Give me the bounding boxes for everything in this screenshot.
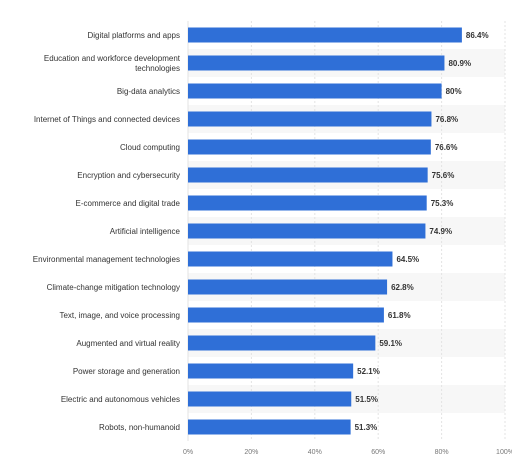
- category-label: Cloud computing: [120, 143, 180, 152]
- bar: [188, 251, 393, 267]
- x-tick-label: 40%: [308, 449, 322, 456]
- value-label: 52.1%: [357, 367, 380, 376]
- category-label-line: Augmented and virtual reality: [76, 339, 180, 348]
- category-label-line: Electric and autonomous vehicles: [61, 395, 180, 404]
- category-label: E-commerce and digital trade: [76, 199, 181, 208]
- value-label: 64.5%: [396, 255, 419, 264]
- bar: [188, 363, 354, 379]
- category-label: Text, image, and voice processing: [59, 311, 180, 320]
- category-label: Education and workforce development techn…: [44, 54, 181, 73]
- x-tick-label: 60%: [371, 449, 385, 456]
- value-label: 76.8%: [435, 115, 458, 124]
- value-label: 74.9%: [429, 227, 452, 236]
- x-tick-label: 100%: [496, 449, 512, 456]
- category-label-line: Education and workforce development: [44, 54, 181, 63]
- category-label: Environmental management technologies: [33, 255, 180, 264]
- bar: [188, 27, 462, 43]
- category-label: Big-data analytics: [117, 87, 180, 96]
- value-label: 80.9%: [448, 59, 471, 68]
- category-label-line: Cloud computing: [120, 143, 180, 152]
- value-label: 80%: [446, 87, 462, 96]
- x-tick-label: 80%: [435, 449, 449, 456]
- category-label-line: Big-data analytics: [117, 87, 180, 96]
- category-label: Internet of Things and connected devices: [34, 115, 180, 124]
- category-label-line: Digital platforms and apps: [88, 31, 181, 40]
- bar: [188, 391, 352, 407]
- category-label: Encryption and cybersecurity: [77, 171, 180, 180]
- value-label: 51.5%: [355, 395, 378, 404]
- category-label-line: Robots, non-humanoid: [99, 423, 180, 432]
- value-label: 75.6%: [432, 171, 455, 180]
- category-label: Electric and autonomous vehicles: [61, 395, 180, 404]
- bar: [188, 195, 427, 211]
- value-label: 51.3%: [355, 423, 378, 432]
- category-label: Artificial intelligence: [110, 227, 181, 236]
- bar: [188, 279, 388, 295]
- bar: [188, 307, 384, 323]
- category-label-line: E-commerce and digital trade: [76, 199, 181, 208]
- category-label: Robots, non-humanoid: [99, 423, 180, 432]
- category-label-line: Power storage and generation: [73, 367, 180, 376]
- category-label-line: Internet of Things and connected devices: [34, 115, 180, 124]
- bar: [188, 335, 376, 351]
- bar: [188, 83, 442, 99]
- category-label: Digital platforms and apps: [88, 31, 181, 40]
- x-tick-label: 20%: [244, 449, 258, 456]
- category-label-line: Artificial intelligence: [110, 227, 181, 236]
- category-label-line: Climate-change mitigation technology: [47, 283, 180, 292]
- category-label: Power storage and generation: [73, 367, 180, 376]
- value-label: 76.6%: [435, 143, 458, 152]
- value-label: 75.3%: [431, 199, 454, 208]
- category-label-line: technologies: [135, 64, 180, 73]
- category-label-line: Text, image, and voice processing: [59, 311, 180, 320]
- category-label-line: Environmental management technologies: [33, 255, 180, 264]
- value-label: 62.8%: [391, 283, 414, 292]
- bar: [188, 111, 432, 127]
- bar: [188, 223, 426, 239]
- category-label: Augmented and virtual reality: [76, 339, 180, 348]
- value-label: 86.4%: [466, 31, 489, 40]
- bar: [188, 139, 431, 155]
- bar: [188, 167, 428, 183]
- bar: [188, 55, 445, 71]
- x-tick-label: 0%: [183, 449, 193, 456]
- category-label: Climate-change mitigation technology: [47, 283, 180, 292]
- bar: [188, 419, 351, 435]
- category-label-line: Encryption and cybersecurity: [77, 171, 180, 180]
- value-label: 61.8%: [388, 311, 411, 320]
- value-label: 59.1%: [379, 339, 402, 348]
